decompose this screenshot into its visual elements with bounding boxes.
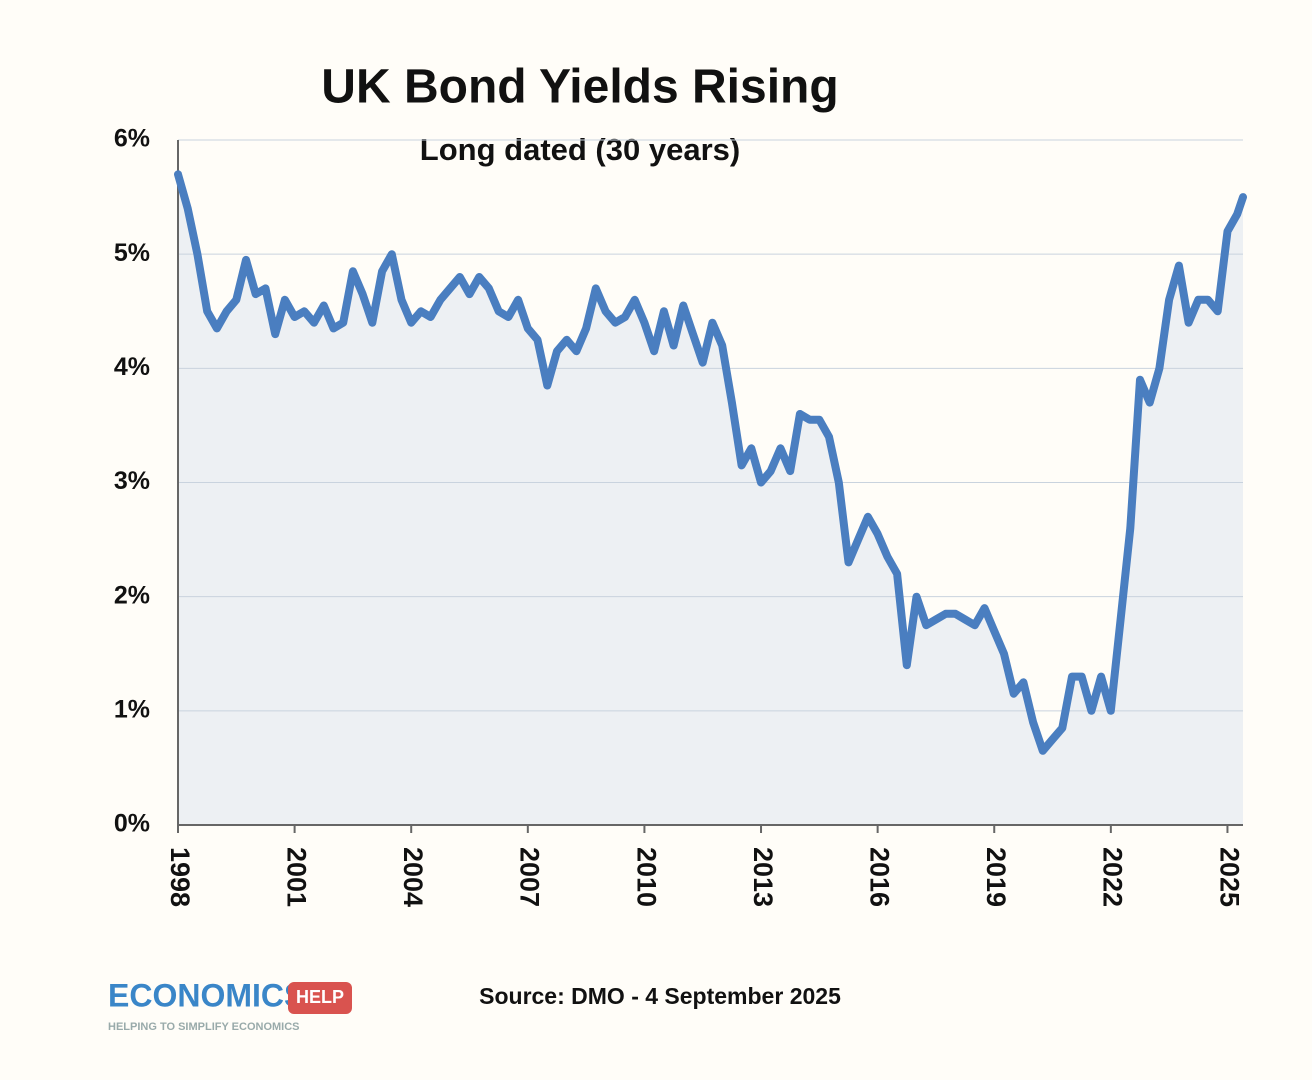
source-note: Source: DMO - 4 September 2025 xyxy=(479,983,841,1009)
y-tick-label: 5% xyxy=(114,239,150,267)
x-tick-label: 2022 xyxy=(1098,847,1128,907)
chart-subtitle: Long dated (30 years) xyxy=(420,132,740,167)
logo-name: ECONOMICS xyxy=(108,977,305,1013)
area xyxy=(178,174,1243,826)
y-tick-label: 6% xyxy=(114,125,150,153)
x-tick-label: 2004 xyxy=(398,847,428,907)
logo: ECONOMICS HELP HELPING TO SIMPLIFY ECONO… xyxy=(108,977,352,1033)
y-tick-label: 2% xyxy=(114,581,150,609)
logo-tagline: HELPING TO SIMPLIFY ECONOMICS xyxy=(108,1021,300,1033)
x-tick-label: 2016 xyxy=(865,847,895,907)
chart-title: UK Bond Yields Rising xyxy=(321,61,838,114)
x-tick-label: 2025 xyxy=(1214,847,1244,907)
x-tick-label: 1998 xyxy=(165,847,195,907)
y-tick-label: 1% xyxy=(114,695,150,723)
x-tick-label: 2013 xyxy=(748,847,778,907)
x-tick-label: 2001 xyxy=(281,847,311,907)
x-tick-label: 2007 xyxy=(515,847,545,907)
y-tick-label: 3% xyxy=(114,467,150,495)
y-tick-label: 4% xyxy=(114,353,150,381)
y-tick-label: 0% xyxy=(114,810,150,838)
x-tick-label: 2019 xyxy=(981,847,1011,907)
logo-badge: HELP xyxy=(296,987,344,1007)
x-tick-label: 2010 xyxy=(631,847,661,907)
line xyxy=(174,170,1247,755)
logo-badge-bg xyxy=(288,982,352,1014)
